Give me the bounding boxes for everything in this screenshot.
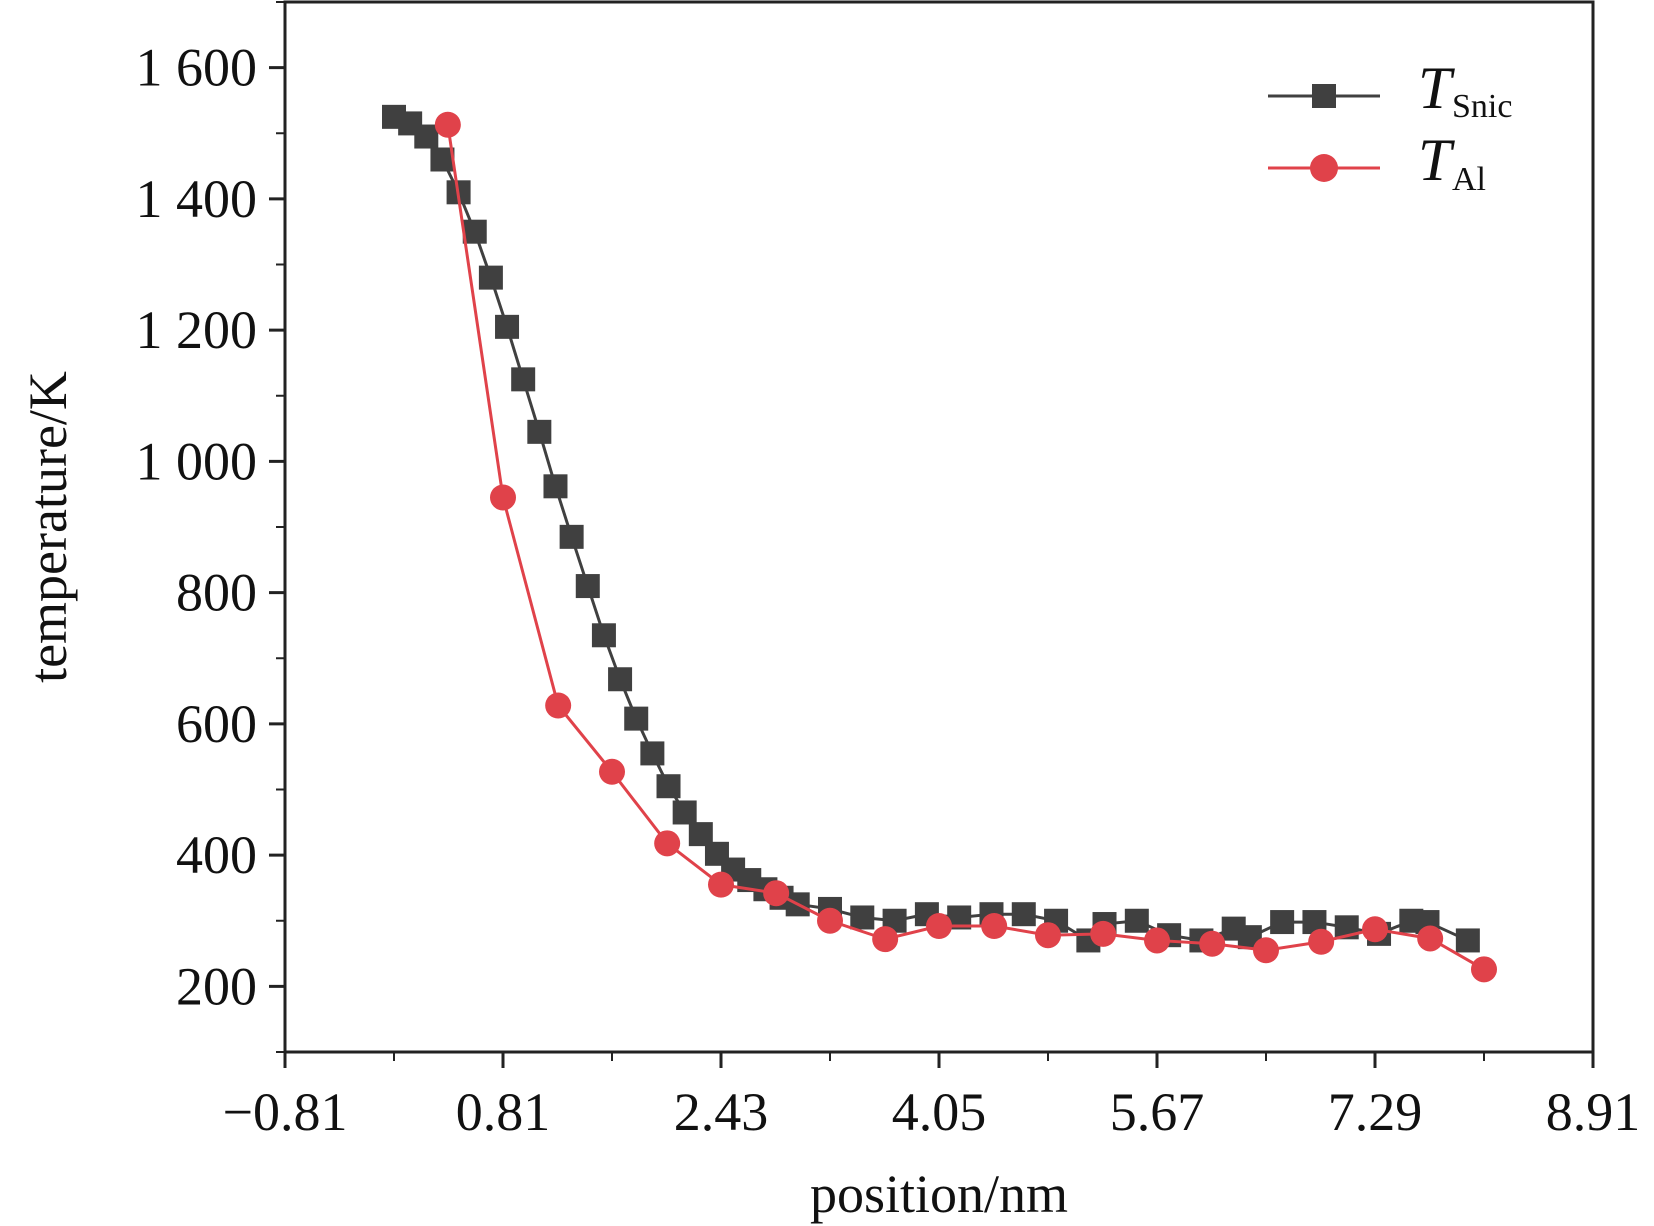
data-point (1199, 930, 1226, 957)
data-point (608, 667, 633, 692)
data-point (624, 706, 649, 731)
data-point (763, 880, 790, 907)
x-tick-label: 0.81 (456, 1082, 551, 1142)
data-point (1471, 956, 1497, 983)
data-point (599, 758, 625, 785)
y-tick-label: 400 (176, 825, 257, 885)
data-point (654, 830, 681, 857)
x-axis-label: position/nm (810, 1164, 1068, 1224)
legend-marker-al (1310, 154, 1338, 182)
x-tick-label: 4.05 (892, 1082, 987, 1142)
data-point (575, 574, 600, 599)
data-point (817, 907, 843, 934)
y-axis-label: temperature/K (18, 371, 78, 683)
data-point (545, 692, 572, 719)
data-point (1124, 908, 1149, 933)
x-tick-label: −0.81 (223, 1082, 348, 1142)
x-tick-label: 5.67 (1110, 1082, 1205, 1142)
data-point (1011, 902, 1036, 927)
legend-sub-snic: Snic (1452, 88, 1512, 125)
y-tick-label: 1 000 (136, 431, 258, 491)
legend-marker-snic (1312, 84, 1336, 108)
data-point (1144, 927, 1170, 954)
legend-label-snic: T (1418, 55, 1455, 121)
data-point (543, 474, 568, 499)
data-point (872, 926, 899, 953)
x-tick-label: 2.43 (674, 1082, 769, 1142)
data-point (708, 871, 734, 898)
y-tick-label: 200 (176, 956, 257, 1016)
series-layer (382, 104, 1497, 983)
data-point (1090, 920, 1117, 947)
data-point (640, 741, 665, 766)
data-point (926, 913, 952, 939)
data-point (1035, 922, 1061, 949)
data-point (656, 774, 681, 799)
data-point (1362, 916, 1388, 943)
minor-ticks (276, 1, 1485, 1061)
series-snic (382, 104, 1480, 953)
legend-label-al: T (1418, 127, 1455, 193)
data-point (495, 314, 520, 339)
y-tick-label: 800 (176, 563, 257, 623)
y-tick-label: 1 400 (136, 169, 258, 229)
legend: T Snic T Al (1268, 55, 1512, 198)
data-point (490, 484, 516, 511)
plot-frame (283, 0, 1595, 1054)
series-al (434, 111, 1497, 983)
data-point (850, 905, 875, 930)
data-point (414, 124, 439, 149)
data-point (1253, 937, 1279, 964)
data-point (511, 367, 536, 392)
legend-sub-al: Al (1452, 161, 1486, 198)
data-point (1308, 928, 1335, 955)
x-tick-label: 8.91 (1546, 1082, 1641, 1142)
data-point (1417, 925, 1444, 952)
data-point (478, 265, 503, 290)
data-point (981, 913, 1008, 939)
data-point (527, 419, 552, 444)
legend-item-al: T Al (1268, 127, 1486, 198)
x-tick-label: 7.29 (1328, 1082, 1423, 1142)
x-axis: −0.81 0.81 2.43 4.05 5.67 7.29 8.91 (223, 1052, 1641, 1142)
y-tick-label: 1 200 (136, 300, 258, 360)
data-point (559, 524, 584, 549)
y-tick-label: 1 600 (136, 38, 258, 98)
data-point (462, 219, 487, 244)
series-line-al (446, 124, 1485, 971)
data-point (672, 800, 697, 825)
data-point (434, 111, 461, 138)
legend-item-snic: T Snic (1268, 55, 1512, 125)
data-point (1270, 910, 1295, 935)
data-point (1455, 928, 1480, 953)
series-line-snic (393, 115, 1469, 943)
y-axis: 200 400 600 800 1 000 1 200 1 400 1 600 (136, 38, 285, 1016)
data-point (591, 623, 616, 648)
y-tick-label: 600 (176, 694, 257, 754)
